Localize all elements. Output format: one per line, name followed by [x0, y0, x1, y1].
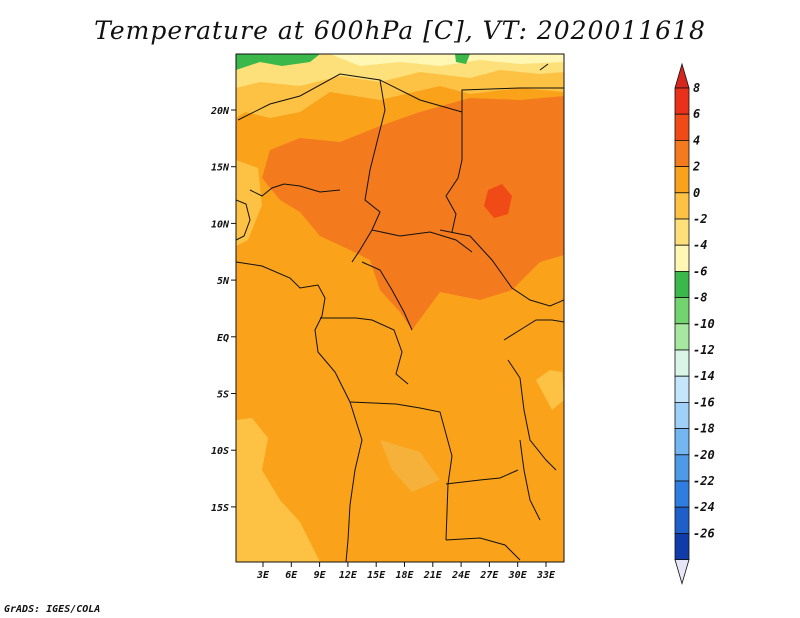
colorbar-label: -6 — [693, 264, 707, 278]
country-borders — [236, 63, 564, 562]
colorbar-label: 4 — [693, 133, 700, 147]
colorbar-segment — [674, 113, 690, 141]
colorbar-label: -24 — [693, 500, 715, 514]
colorbar-segment — [674, 454, 690, 482]
lon-label: 9E — [314, 570, 327, 581]
colorbar-label: 8 — [693, 81, 700, 95]
lon-label: 15E — [367, 570, 386, 581]
colorbar-segment — [674, 244, 690, 272]
lon-label: 18E — [395, 570, 414, 581]
lon-label: 21E — [423, 570, 443, 581]
colorbar-segment — [674, 506, 690, 534]
field-minus6-to-minus4-a — [236, 54, 320, 70]
lat-label: 10N — [211, 219, 230, 230]
colorbar-segment — [674, 480, 690, 508]
colorbar-label: -18 — [693, 422, 715, 436]
field-minus6-to-minus4-b — [455, 54, 470, 64]
colorbar-label: -22 — [693, 474, 715, 488]
lon-label: 30E — [508, 570, 528, 581]
field-0-to-2-east — [536, 370, 564, 410]
lon-label: 33E — [536, 570, 556, 581]
colorbar: 8 6 4 2 0 -2 -4 -6 -8 -10 -12 -14 -16 -18 -20 -22 -24 -26 — [674, 62, 715, 586]
colorbar-segment — [674, 218, 690, 246]
lat-label: EQ — [217, 333, 229, 344]
colorbar-label: 6 — [693, 107, 700, 121]
lon-label: 24E — [451, 570, 471, 581]
lon-label: 6E — [285, 570, 298, 581]
colorbar-segment — [674, 166, 690, 194]
field-minus2-to-0-north — [236, 54, 564, 88]
lon-label: 12E — [339, 570, 358, 581]
field-4-to-6-sahel — [262, 96, 564, 330]
colorbar-segment — [674, 533, 690, 561]
colorbar-segment — [674, 192, 690, 220]
field-0-to-2-west — [236, 160, 262, 246]
lat-label: 5N — [217, 276, 230, 287]
field-minus4-to-minus2-north — [330, 54, 564, 66]
colorbar-segment — [674, 297, 690, 325]
grads-credit: GrADS: IGES/COLA — [4, 604, 101, 615]
colorbar-label: 0 — [693, 186, 700, 200]
lat-label: 15N — [211, 163, 230, 174]
colorbar-label: -2 — [693, 212, 707, 226]
colorbar-segment — [674, 87, 690, 115]
colorbar-label: -4 — [693, 238, 707, 252]
latitude-axis: 20N 15N 10N 5N EQ 5S 10S 15S — [210, 106, 236, 514]
colorbar-label: -26 — [693, 526, 715, 540]
lat-label: 10S — [211, 446, 229, 457]
colorbar-label: -10 — [693, 317, 715, 331]
lat-label: 15S — [211, 503, 229, 514]
lat-label: 20N — [210, 106, 230, 117]
colorbar-segment — [674, 428, 690, 456]
lon-label: 27E — [479, 570, 499, 581]
colorbar-segment — [674, 323, 690, 351]
colorbar-segment — [674, 270, 690, 298]
colorbar-label: 2 — [692, 160, 700, 174]
colorbar-label: -16 — [693, 395, 715, 409]
colorbar-under-triangle — [674, 559, 690, 586]
temperature-field — [236, 54, 564, 562]
colorbar-segment — [674, 375, 690, 403]
colorbar-label: -20 — [693, 448, 715, 462]
lon-label: 3E — [256, 570, 270, 581]
colorbar-segment — [674, 349, 690, 377]
lat-label: 5S — [217, 390, 229, 401]
longitude-axis: 3E 6E 9E 12E 15E 18E 21E 24E 27E 30E 33E — [256, 562, 556, 581]
colorbar-label: -12 — [693, 343, 715, 357]
colorbar-label: -14 — [693, 369, 715, 383]
field-0-to-2-southwest — [236, 418, 320, 562]
colorbar-label: -8 — [693, 291, 707, 305]
colorbar-segment — [674, 401, 690, 429]
map-frame — [235, 53, 565, 563]
map-title: Temperature at 600hPa [C], VT: 202001161… — [94, 16, 706, 45]
field-6-to-8-patch — [484, 184, 512, 218]
field-2-to-4-south-inner — [380, 440, 440, 492]
colorbar-over-triangle — [674, 62, 690, 89]
colorbar-segment — [674, 139, 690, 167]
